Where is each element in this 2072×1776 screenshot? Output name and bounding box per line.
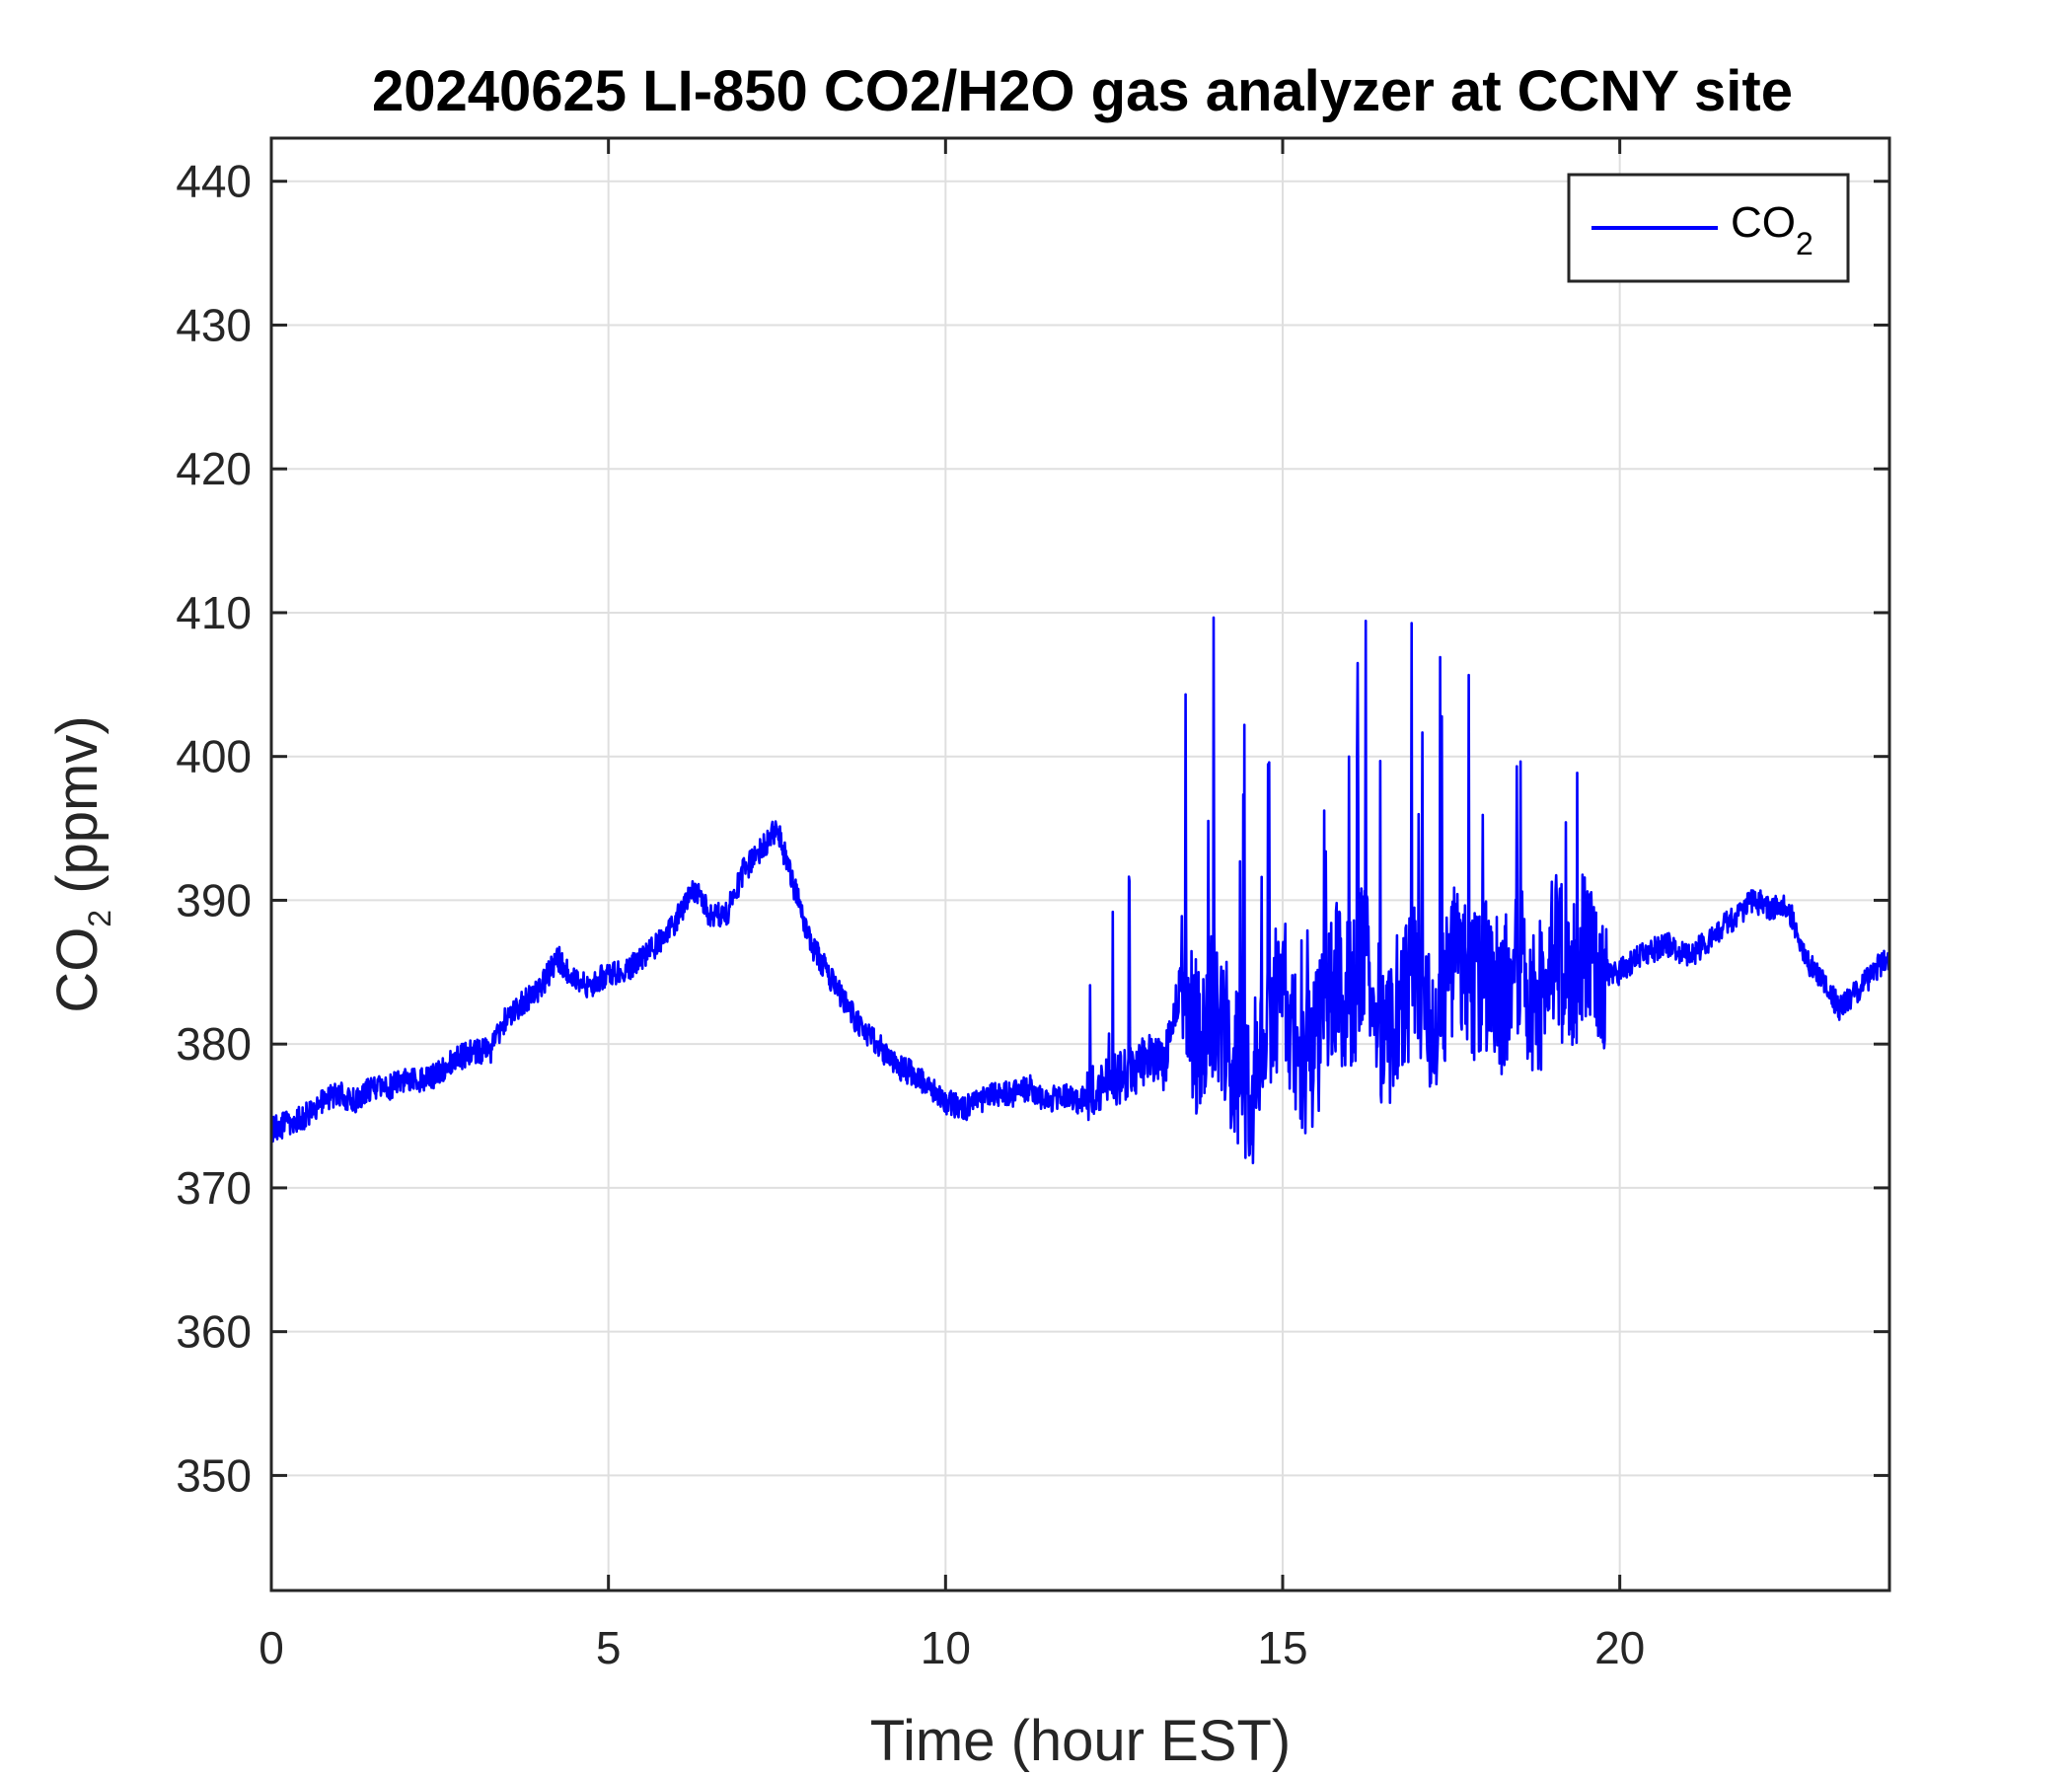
legend-entry-co2-main: CO [1731,198,1796,247]
x-tick-label-0: 0 [259,1622,284,1673]
y-axis-label-subscript: 2 [82,910,117,927]
x-tick-label-3: 15 [1257,1622,1307,1673]
x-tick-label-2: 10 [921,1622,971,1673]
y-tick-label-0: 350 [176,1449,252,1501]
y-tick-label-4: 390 [176,874,252,925]
y-tick-label-6: 410 [176,587,252,638]
legend: CO2 [1567,173,1850,283]
data-layer [269,616,1890,1164]
y-tick-label-5: 400 [176,731,252,782]
chart-title: 20240625 LI-850 CO2/H2O gas analyzer at … [372,59,1793,123]
x-tick-label-4: 20 [1594,1622,1645,1673]
plot-area [271,138,1889,1591]
grid-lines [270,138,1889,1591]
legend-entry-co2-subscript: 2 [1796,226,1813,261]
y-tick-label-2: 370 [176,1162,252,1214]
x-axis-label: Time (hour EST) [870,1709,1291,1773]
axis-ticks [269,138,1889,1591]
y-tick-label-1: 360 [176,1306,252,1358]
plot-frame [269,136,1891,1592]
y-axis-label-unit: (ppmv) [45,715,110,910]
y-tick-label-3: 380 [176,1018,252,1070]
y-axis-label-main: CO [45,927,110,1013]
y-axis-label: CO2 (ppmv) [45,715,117,1012]
y-tick-label-7: 420 [176,443,252,494]
co2-series-line [269,616,1890,1164]
y-tick-label-8: 430 [176,299,252,350]
axis-tick-labels: 0 5 10 15 20 350 360 370 380 390 400 410 420 430 440 [176,156,1645,1673]
y-tick-label-9: 440 [176,156,252,207]
x-tick-label-1: 5 [596,1622,622,1673]
legend-entry-co2: CO2 [1731,198,1813,261]
